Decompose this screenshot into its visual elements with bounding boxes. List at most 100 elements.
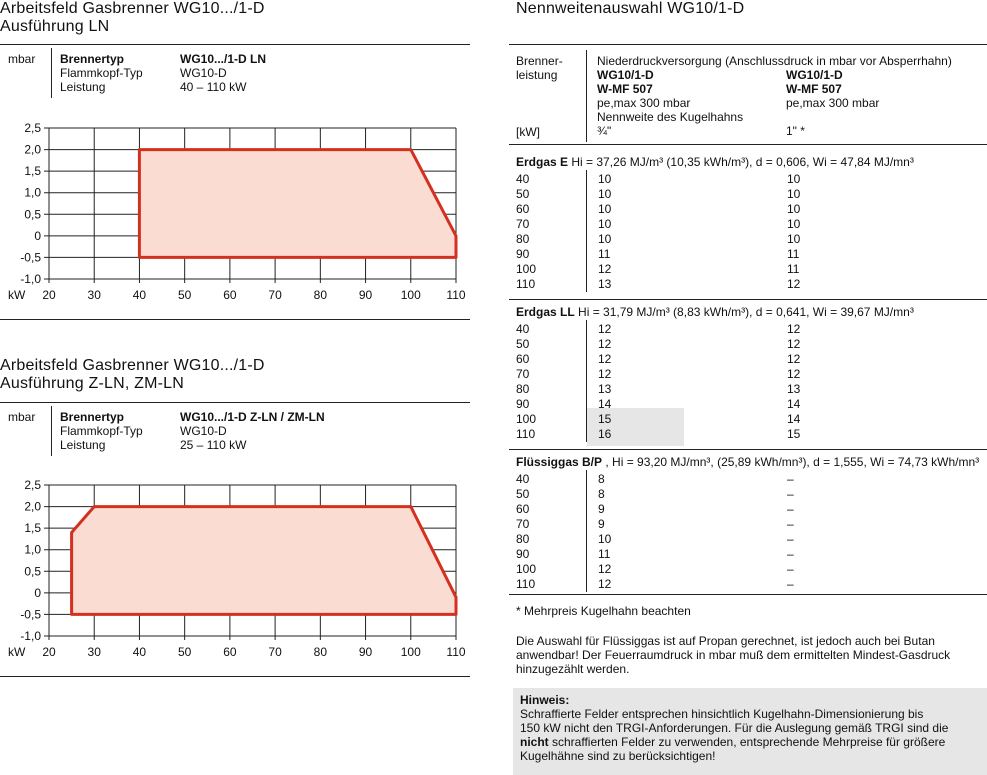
section2-bottom-rule <box>509 449 987 450</box>
section-spec: , Hi = 93,20 MJ/mn³, (25,89 kWh/mn³), d … <box>605 455 980 469</box>
table-cell-col1: 10 <box>598 217 612 231</box>
info-value-flammkopf: WG10-D <box>180 66 227 80</box>
y-tick-label: -1,0 <box>20 272 41 286</box>
col2-spacer <box>786 110 879 124</box>
col2-size: 1" * <box>786 124 805 138</box>
section1-bottom-rule <box>509 299 987 300</box>
hdr-divider <box>586 50 587 142</box>
chart1-info-divider <box>51 48 52 98</box>
table-cell-kw: 70 <box>516 217 530 231</box>
operating-field <box>70 505 458 616</box>
col1-model: WG10/1-D <box>597 68 654 82</box>
table-cell-col2: 14 <box>787 412 801 426</box>
table-cell-col1: 13 <box>598 277 612 291</box>
info-label-brennertyp: Brennertyp <box>60 410 125 424</box>
chart2-title-line2: Ausführung Z-LN, ZM-LN <box>0 375 185 392</box>
info-label-leistung: Leistung <box>60 80 106 94</box>
info-label-flammkopf: Flammkopf-Typ <box>60 66 143 80</box>
y-tick-label: 1,5 <box>24 164 41 178</box>
info-value-brennertyp: WG10.../1-D Z-LN / ZM-LN <box>180 410 325 424</box>
table-cell-col1: 11 <box>598 247 611 261</box>
x-tick-label: 110 <box>446 645 465 659</box>
x-axis-unit: kW <box>8 645 26 659</box>
hinweis-line: Schraffierte Felder entsprechen hinsicht… <box>520 707 924 721</box>
x-tick-label: 70 <box>268 288 282 302</box>
table-cell-kw: 50 <box>516 337 530 351</box>
section-spec: Hi = 37,26 MJ/m³ (10,35 kWh/m³), d = 0,6… <box>571 155 914 169</box>
table-top-rule <box>509 44 987 45</box>
section-name: Erdgas LL <box>516 305 575 319</box>
hinweis-box <box>513 688 987 775</box>
section1-divider <box>586 170 587 292</box>
chart2-title-line1: Arbeitsfeld Gasbrenner WG10.../1-D <box>0 357 265 374</box>
table-cell-kw: 80 <box>516 532 530 546</box>
chart1-info-values: WG10.../1-D LN WG10-D 40 – 110 kW <box>180 52 266 94</box>
table-cell-col2: 12 <box>787 352 801 366</box>
table-cell-col2: – <box>787 547 794 561</box>
chart2-unit-mbar: mbar <box>8 410 36 424</box>
hdr-brenner-line1: Brenner- <box>516 54 563 68</box>
table-cell-kw: 50 <box>516 487 530 501</box>
col1-size: ¾" <box>597 124 612 138</box>
note-line: hinzugezählt werden. <box>516 662 630 676</box>
shaded-field <box>587 408 684 446</box>
y-tick-label: -0,5 <box>20 250 41 264</box>
x-tick-label: 90 <box>359 288 373 302</box>
table-cell-kw: 40 <box>516 172 530 186</box>
table-bottom-rule <box>509 594 987 595</box>
table-cell-col1: 10 <box>598 202 612 216</box>
chart1-bottom-rule <box>0 319 470 320</box>
table-cell-col1: 10 <box>598 532 612 546</box>
chart1-top-rule <box>0 44 470 45</box>
x-tick-label: 110 <box>446 288 465 302</box>
section-name: Erdgas E <box>516 155 569 169</box>
table-cell-kw: 90 <box>516 547 530 561</box>
chart2-svg: 2,5 2,0 1,5 1,0 0,5 0 -0,5 -1,020 30 40 50 60 70 80 90… <box>8 478 466 659</box>
hinweis-line: Kugelhähne sind zu berücksichtigen! <box>520 749 716 763</box>
hdr-brenner-line2: leistung <box>516 68 558 82</box>
table-header-rule <box>509 144 987 145</box>
y-tick-label: 2,5 <box>24 478 41 492</box>
section-name: Flüssiggas B/P <box>516 455 603 469</box>
table-cell-col1: 9 <box>598 502 605 516</box>
table-cell-col2: 12 <box>787 322 801 336</box>
x-tick-label: 20 <box>42 645 56 659</box>
x-tick-label: 50 <box>178 288 192 302</box>
x-tick-label: 90 <box>359 645 373 659</box>
x-tick-label: 60 <box>223 288 237 302</box>
table-cell-kw: 60 <box>516 202 530 216</box>
info-label-leistung: Leistung <box>60 438 106 452</box>
col2-pressure: pe,max 300 mbar <box>786 96 880 110</box>
table-cell-col2: – <box>787 472 794 486</box>
table-cell-col2: 11 <box>787 262 800 276</box>
table-cell-col2: – <box>787 532 794 546</box>
footnote: * Mehrpreis Kugelhahn beachten <box>516 604 691 618</box>
note-line: anwendbar! Der Feuerraumdruck in mbar mu… <box>516 648 951 662</box>
table-cell-kw: 50 <box>516 187 530 201</box>
table-cell-col2: – <box>787 562 794 576</box>
info-label-brennertyp: Brennertyp <box>60 52 125 66</box>
table-cell-col1: 9 <box>598 517 605 531</box>
x-tick-label: 40 <box>133 288 147 302</box>
x-tick-label: 30 <box>88 645 102 659</box>
x-tick-label: 70 <box>268 645 282 659</box>
table-cell-col2: 10 <box>787 172 801 186</box>
table-cell-kw: 90 <box>516 397 530 411</box>
table-cell-col2: – <box>787 577 794 591</box>
table-cell-col1: 12 <box>598 577 612 591</box>
table-cell-col1: 14 <box>598 397 612 411</box>
table-cell-col2: 14 <box>787 397 801 411</box>
table-cell-kw: 80 <box>516 382 530 396</box>
table-cell-kw: 40 <box>516 472 530 486</box>
table-cell-kw: 110 <box>516 427 536 441</box>
y-tick-label: 0 <box>34 229 41 243</box>
table-cell-col1: 8 <box>598 487 605 501</box>
chart1-unit-mbar: mbar <box>8 52 36 66</box>
note-paragraph: Die Auswahl für Flüssiggas ist auf Propa… <box>516 634 950 676</box>
table-cell-col2: – <box>787 517 794 531</box>
table-cell-kw: 40 <box>516 322 530 336</box>
table-cell-col1: 12 <box>598 337 612 351</box>
table-cell-col1: 12 <box>598 262 612 276</box>
table-cell-col1: 8 <box>598 472 605 486</box>
table-cell-col1: 12 <box>598 352 612 366</box>
